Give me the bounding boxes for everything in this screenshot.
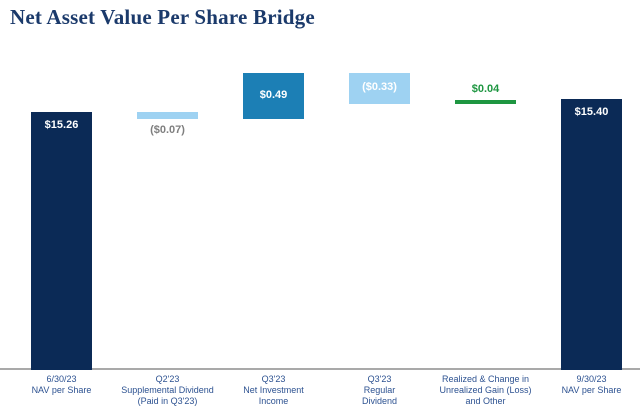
x-axis-label-line: 9/30/23 bbox=[576, 374, 607, 384]
value-label-q3-23-net-investment-income: $0.49 bbox=[259, 88, 288, 101]
x-axis-label-line: Dividend bbox=[361, 396, 398, 406]
waterfall-bar-nav-per-share-6-30-23 bbox=[31, 112, 92, 370]
x-axis-label-line: NAV per Share bbox=[561, 385, 622, 395]
value-label-nav-per-share-9-30-23: $15.40 bbox=[574, 106, 609, 119]
x-axis-label-line: 6/30/23 bbox=[46, 374, 77, 384]
x-axis-label-line: (Paid in Q3'23) bbox=[137, 396, 198, 406]
value-label-realized-change-unrealized-gain-loss-other: $0.04 bbox=[471, 82, 500, 95]
x-axis-line bbox=[0, 368, 640, 370]
x-axis-label-line: NAV per Share bbox=[31, 385, 92, 395]
x-axis-label-q2-23-supplemental-dividend: Q2'23 Supplemental Dividend (Paid in Q3'23… bbox=[93, 374, 243, 407]
x-axis-label-line: Unrealized Gain (Loss) bbox=[439, 385, 532, 395]
x-axis-label-line: Income bbox=[258, 396, 289, 406]
x-axis-label-line: and Other bbox=[465, 396, 506, 406]
waterfall-bar-q3-23-regular-dividend bbox=[349, 72, 410, 104]
x-axis-label-line: Q2'23 bbox=[155, 374, 180, 384]
waterfall-bar-q2-23-supplemental-dividend bbox=[137, 112, 198, 119]
x-axis-label-nav-per-share-6-30-23: 6/30/23 NAV per Share bbox=[0, 374, 137, 396]
x-axis-label-line: Regular bbox=[363, 385, 396, 395]
x-axis-label-line: Net Investment bbox=[243, 385, 304, 395]
value-label-nav-per-share-6-30-23: $15.26 bbox=[44, 119, 79, 132]
x-axis-label-line: Q3'23 bbox=[261, 374, 286, 384]
x-axis-label-line: Supplemental Dividend bbox=[121, 385, 214, 395]
x-axis-label-q3-23-regular-dividend: Q3'23 Regular Dividend bbox=[305, 374, 455, 407]
x-axis-label-nav-per-share-9-30-23: 9/30/23 NAV per Share bbox=[517, 374, 640, 396]
waterfall-bar-nav-per-share-9-30-23 bbox=[561, 99, 622, 370]
value-label-q2-23-supplemental-dividend: ($0.07) bbox=[150, 123, 185, 136]
x-axis-label-q3-23-net-investment-income: Q3'23 Net Investment Income bbox=[199, 374, 349, 407]
waterfall-bar-realized-change-unrealized-gain-loss-other bbox=[455, 99, 516, 104]
x-axis-label-realized-change-unrealized-gain-loss-other: Realized & Change in Unrealized Gain (Los… bbox=[411, 374, 561, 407]
x-axis-label-line: Q3'23 bbox=[367, 374, 392, 384]
waterfall-bar-q3-23-net-investment-income bbox=[243, 72, 304, 119]
value-label-q3-23-regular-dividend: ($0.33) bbox=[362, 81, 397, 94]
chart-title: Net Asset Value Per Share Bridge bbox=[10, 5, 315, 29]
x-axis-label-line: Realized & Change in bbox=[441, 374, 530, 384]
